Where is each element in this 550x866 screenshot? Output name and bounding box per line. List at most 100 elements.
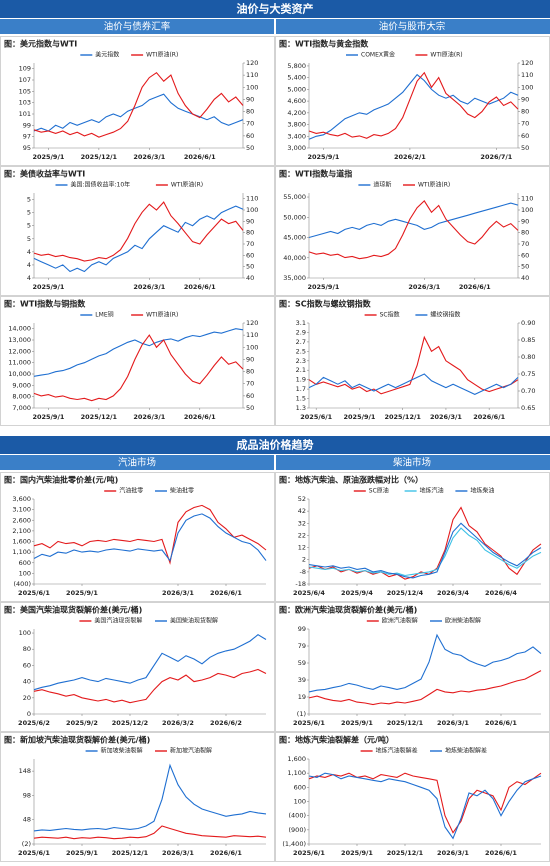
x-tick-label: 2026/6/1 <box>473 413 505 421</box>
x-tick-label: 2026/7/1 <box>480 153 512 161</box>
x-tick-label: 2026/6/1 <box>184 153 216 161</box>
subheader <box>276 19 550 34</box>
y2-tick-label: 60 <box>246 392 254 400</box>
y-tick-label: 55,000 <box>283 193 306 201</box>
x-tick-label: 2025/9/1 <box>66 589 98 597</box>
panel-border <box>0 296 275 426</box>
legend-label: 美元指数 <box>95 51 119 59</box>
y-tick-label: (900) <box>289 826 306 834</box>
y-tick-label: 48 <box>23 816 31 824</box>
x-tick-label: 2026/3/1 <box>133 413 165 421</box>
legend-label: WTI原油(R) <box>171 181 203 189</box>
y2-tick-label: 100 <box>246 206 258 214</box>
y-tick-label: 20 <box>23 694 31 702</box>
legend-label: 柴油批零 <box>170 487 194 495</box>
section-title: 油价与大类资产 <box>237 2 314 16</box>
chart-title: 图：美国汽柴油现货裂解价差(美元/桶) <box>4 605 142 615</box>
y-tick-label: 100 <box>19 569 31 577</box>
y-tick-label: 600 <box>294 783 306 791</box>
x-tick-label: 2025/6/4 <box>293 589 325 597</box>
x-tick-label: 2025/9/1 <box>341 849 373 857</box>
series-line <box>33 93 244 132</box>
y-tick-label: 5 <box>27 209 31 217</box>
legend-label: LME铜 <box>95 311 113 319</box>
y-tick-label: 5,400 <box>287 74 306 82</box>
y-tick-label: 105 <box>19 87 31 95</box>
panel-border <box>0 472 275 602</box>
y-tick-label: 50,000 <box>283 213 306 221</box>
x-tick-label: 2025/6/1 <box>293 849 325 857</box>
y2-tick-label: 0.75 <box>521 370 535 378</box>
y-tick-label: 109 <box>19 65 31 73</box>
y-tick-label: 39 <box>298 676 306 684</box>
series-line <box>33 201 244 262</box>
y-tick-label: 80 <box>23 645 31 653</box>
series-line <box>308 670 542 706</box>
series-line <box>33 513 267 562</box>
series-line <box>33 71 244 138</box>
y-tick-label: 60 <box>23 661 31 669</box>
y-tick-label: 99 <box>23 121 31 129</box>
chart-title: 图：WTI指数与黄金指数 <box>279 39 369 49</box>
y-tick-label: 107 <box>19 76 31 84</box>
y-tick-label: 14,000 <box>8 325 31 333</box>
legend-label: COMEX黄金 <box>361 51 395 59</box>
y2-tick-label: 40 <box>246 274 254 282</box>
series-line <box>33 668 267 704</box>
x-tick-label: 2026/3/2 <box>162 719 194 727</box>
y-tick-label: -18 <box>295 580 306 588</box>
y2-tick-label: 80 <box>521 229 529 237</box>
y-tick-label: 0 <box>27 710 31 718</box>
y-tick-label: 4,600 <box>287 97 306 105</box>
y-tick-label: 40 <box>23 678 31 686</box>
y2-tick-label: 60 <box>521 251 529 259</box>
x-tick-label: 2026/2/1 <box>394 153 426 161</box>
x-tick-label: 2025/9/1 <box>32 153 64 161</box>
section-header <box>0 0 550 18</box>
x-tick-label: 2025/12/2 <box>112 719 148 727</box>
y-tick-label: 4 <box>27 248 31 256</box>
y-tick-label: 12 <box>298 544 306 552</box>
y-tick-label: 1,600 <box>12 538 31 546</box>
x-tick-label: 2025/12/1 <box>112 849 149 857</box>
y-tick-label: -8 <box>300 568 306 576</box>
series-line <box>308 527 542 577</box>
subheader-title: 柴油市场 <box>393 457 431 469</box>
y-tick-label: 12,000 <box>8 347 31 355</box>
x-tick-label: 2025/12/1 <box>81 413 118 421</box>
y2-tick-label: 100 <box>246 343 258 351</box>
x-tick-label: 2025/9/1 <box>307 283 339 291</box>
y-tick-label: 40,000 <box>283 254 306 262</box>
subheader-title: 油价与股市大宗 <box>379 21 446 33</box>
y2-tick-label: 70 <box>246 240 254 248</box>
y-tick-label: 98 <box>23 791 31 799</box>
panel-border <box>0 36 275 166</box>
series-line <box>308 335 519 395</box>
y2-tick-label: 50 <box>521 144 529 152</box>
x-tick-label: 2026/3/1 <box>437 849 469 857</box>
y-tick-label: 148 <box>19 767 31 775</box>
y2-tick-label: 70 <box>521 240 529 248</box>
y-tick-label: 2,600 <box>12 516 31 524</box>
y-tick-label: 9,000 <box>12 381 31 389</box>
y2-tick-label: 90 <box>246 355 254 363</box>
subheader <box>0 455 274 470</box>
panel-border <box>275 166 550 296</box>
x-tick-label: 2025/9/1 <box>341 719 373 727</box>
y2-tick-label: 70 <box>521 120 529 128</box>
y-tick-label: 103 <box>19 99 31 107</box>
y2-tick-label: 80 <box>246 368 254 376</box>
y-tick-label: 5,800 <box>287 62 306 70</box>
y-tick-label: (400) <box>289 812 306 820</box>
y2-tick-label: 0.90 <box>521 319 535 327</box>
y-tick-label: (2) <box>22 840 31 848</box>
y2-tick-label: 50 <box>246 263 254 271</box>
y2-tick-label: 120 <box>521 59 533 67</box>
y-tick-label: 2.3 <box>296 357 306 365</box>
y2-tick-label: 0.70 <box>521 387 535 395</box>
chart-title: 图：欧洲汽柴油现货裂解价差(美元/桶) <box>279 605 417 615</box>
y-tick-label: 45,000 <box>283 234 306 242</box>
series-line <box>308 772 542 840</box>
y2-tick-label: 70 <box>246 380 254 388</box>
